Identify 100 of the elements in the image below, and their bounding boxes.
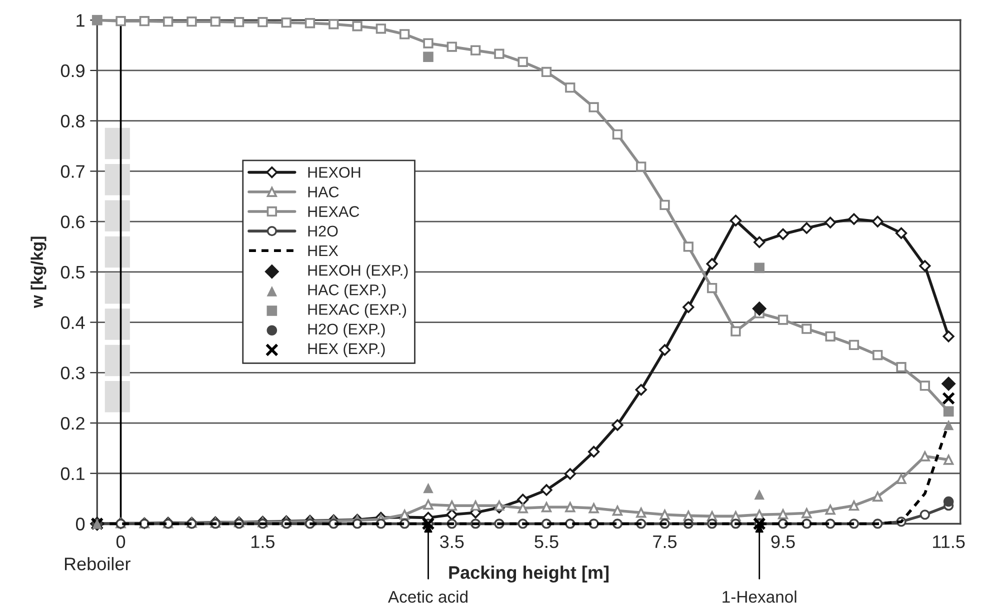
point — [920, 380, 930, 391]
point — [565, 502, 576, 512]
point — [872, 216, 884, 228]
point — [234, 17, 244, 28]
y-tick-label: 1 — [76, 14, 84, 27]
point — [494, 48, 504, 59]
y-tick-label: 0.4 — [60, 316, 85, 330]
text: Acetic acid — [388, 590, 468, 603]
point — [754, 489, 765, 500]
point — [752, 301, 767, 316]
point — [942, 392, 956, 405]
y-tick-label: 0.5 — [60, 266, 85, 279]
point — [754, 262, 765, 274]
y-tick-label: 0.3 — [60, 366, 85, 380]
legend-label: HEX (EXP.) — [308, 342, 385, 358]
legend-label: HEX — [308, 245, 338, 256]
x-tick-label: 9.5 — [771, 535, 795, 548]
point — [281, 18, 292, 28]
point — [872, 350, 883, 360]
point — [800, 222, 812, 234]
point — [895, 227, 908, 239]
point — [400, 29, 410, 40]
point — [778, 314, 788, 325]
legend-label: HEXAC (EXP.) — [308, 304, 406, 318]
y-tick-label: 0.1 — [60, 467, 84, 480]
point — [541, 502, 552, 512]
legend-label: HEXOH (EXP.) — [308, 264, 408, 279]
point — [352, 21, 362, 32]
point — [730, 214, 742, 226]
point — [777, 228, 789, 240]
point — [919, 260, 931, 272]
x-tick-label: 1.5 — [252, 536, 274, 548]
point — [304, 18, 316, 28]
legend-label: HAC — [308, 186, 339, 198]
point — [116, 16, 126, 26]
point — [825, 504, 836, 515]
x-tick-label: 0 — [116, 535, 126, 548]
point — [328, 19, 339, 30]
point — [658, 344, 671, 356]
point — [588, 446, 600, 458]
point — [943, 496, 954, 507]
legend-label: HEXAC — [308, 206, 360, 217]
point — [588, 102, 599, 112]
point — [423, 500, 434, 510]
point — [210, 16, 220, 27]
point — [872, 491, 883, 502]
point — [944, 454, 954, 465]
point — [825, 331, 836, 342]
point — [802, 324, 812, 334]
point — [706, 282, 718, 294]
point — [920, 510, 930, 520]
point — [540, 484, 552, 496]
y-tick-label: 0.7 — [60, 165, 84, 178]
point — [802, 508, 812, 518]
point — [423, 482, 434, 494]
point — [564, 468, 576, 480]
point — [423, 52, 434, 62]
point — [376, 24, 386, 34]
x-tick-label: 7.5 — [653, 536, 677, 548]
y-tick-label: 0.6 — [60, 215, 85, 228]
point — [636, 162, 646, 172]
point — [706, 258, 718, 270]
point — [139, 16, 150, 26]
point — [612, 129, 623, 140]
point — [565, 82, 576, 93]
y-axis-title: w [kg/kg] — [30, 236, 46, 308]
point — [518, 56, 528, 67]
point — [470, 45, 481, 56]
point — [848, 340, 860, 350]
point — [186, 16, 197, 27]
legend-label: HAC (EXP.) — [308, 284, 386, 298]
y-tick-label: 0.2 — [60, 416, 84, 430]
point — [754, 236, 766, 248]
point — [660, 200, 670, 210]
legend-label: HEXOH — [308, 166, 360, 178]
x-axis-title: Packing height [m] — [449, 566, 609, 583]
y-tick-label: 0.8 — [60, 114, 85, 128]
point — [848, 213, 860, 225]
x-tick-label: Reboiler — [64, 557, 130, 570]
point — [446, 500, 457, 511]
point — [682, 301, 694, 313]
point — [612, 419, 624, 431]
point — [848, 500, 860, 511]
point — [470, 500, 481, 511]
point — [494, 500, 504, 511]
point — [517, 494, 529, 506]
point — [635, 384, 647, 396]
point — [588, 503, 599, 514]
point — [163, 16, 174, 27]
point — [636, 508, 646, 518]
point — [446, 42, 457, 52]
point — [941, 376, 956, 392]
point — [541, 66, 552, 78]
point — [423, 38, 434, 48]
point — [730, 326, 741, 336]
x-tick-label: 5.5 — [534, 536, 558, 548]
x-tick-label: 3.5 — [440, 535, 464, 548]
point — [943, 420, 954, 430]
point — [824, 216, 836, 228]
x-tick-label: 11.5 — [933, 536, 965, 548]
